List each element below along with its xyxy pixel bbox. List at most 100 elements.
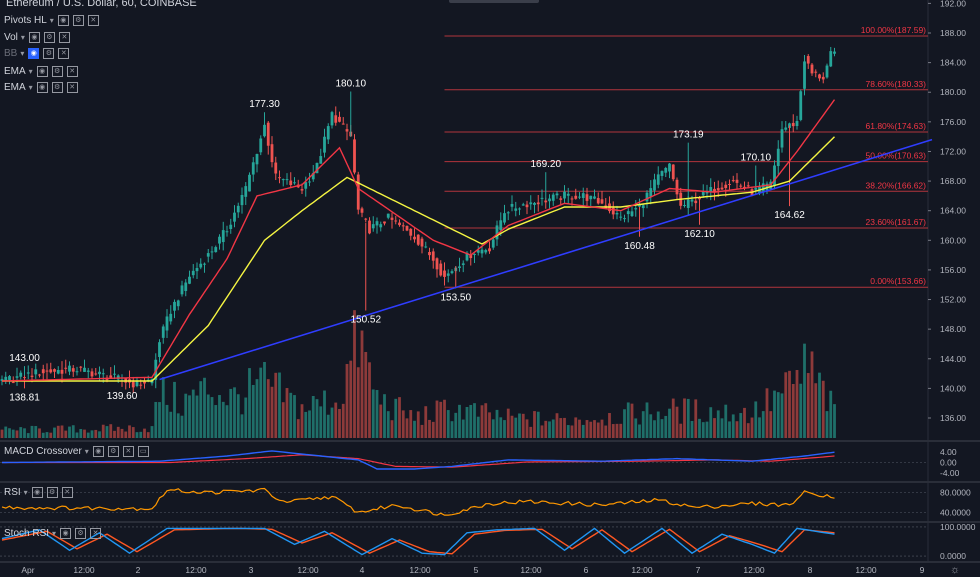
candle-body (461, 263, 465, 265)
minimize-icon[interactable]: ▭ (137, 446, 149, 457)
candle-body (623, 218, 626, 220)
settings-icon[interactable]: ⚙ (51, 66, 63, 77)
volume-bar (293, 395, 296, 438)
chevron-down-icon[interactable]: ▾ (52, 529, 57, 538)
volume-bar (233, 387, 236, 438)
pane-separator (0, 481, 980, 483)
volume-bar (353, 310, 356, 438)
candle-body (503, 213, 506, 223)
candle-body (75, 371, 79, 373)
pivot-label: 170.10 (740, 153, 771, 164)
pane-separator (0, 561, 980, 563)
pivot-label: 139.60 (107, 391, 138, 402)
pivot-label: 169.20 (530, 159, 561, 170)
close-icon[interactable]: ✕ (122, 446, 134, 457)
settings-icon[interactable]: ⚙ (43, 48, 55, 59)
eye-icon[interactable]: ◉ (36, 82, 48, 93)
volume-bar (473, 403, 476, 438)
legend-ema-1[interactable]: EMA ▾ ◉ ⚙ ✕ (4, 66, 78, 77)
volume-bar (210, 397, 214, 438)
candle-body (165, 316, 169, 331)
volume-bar (173, 381, 176, 438)
legend-rsi[interactable]: RSI ▾ ◉ ⚙ ✕ (4, 487, 73, 498)
settings-icon[interactable]: ⚙ (72, 15, 84, 26)
settings-icon[interactable]: ⚙ (107, 446, 119, 457)
volume-bar (371, 389, 375, 438)
volume-bar (240, 414, 244, 438)
volume-bar (698, 418, 701, 438)
price-tick-label: 140.00 (940, 383, 966, 393)
close-icon[interactable]: ✕ (66, 66, 78, 77)
settings-icon[interactable]: ⚙ (46, 487, 58, 498)
volume-bar (105, 426, 109, 438)
gear-icon[interactable]: ☼ (950, 564, 960, 576)
chevron-down-icon[interactable]: ▾ (49, 16, 54, 25)
chevron-down-icon[interactable]: ▾ (20, 33, 25, 42)
volume-bar (641, 411, 645, 438)
price-tick-label: 160.00 (940, 235, 966, 245)
close-icon[interactable]: ✕ (58, 48, 70, 59)
legend-vol[interactable]: Vol ▾ ◉ ⚙ ✕ (4, 32, 70, 43)
volume-bar (544, 420, 548, 438)
volume-bar (743, 407, 746, 438)
eye-icon[interactable]: ◉ (57, 15, 69, 26)
time-tick-label: 4 (360, 565, 365, 575)
eye-icon[interactable]: ◉ (28, 48, 40, 59)
eye-icon[interactable]: ◉ (31, 487, 43, 498)
legend-ema-2[interactable]: EMA ▾ ◉ ⚙ ✕ (4, 82, 78, 93)
chevron-down-icon[interactable]: ▾ (28, 83, 33, 92)
volume-bar (484, 403, 488, 438)
candle-body (53, 369, 56, 372)
volume-bar (285, 388, 289, 438)
pivot-label: 143.00 (9, 353, 40, 364)
volume-bar (506, 408, 510, 438)
close-icon[interactable]: ✕ (61, 487, 73, 498)
volume-bar (491, 419, 495, 438)
close-icon[interactable]: ✕ (66, 82, 78, 93)
close-icon[interactable]: ✕ (87, 15, 99, 26)
chevron-down-icon[interactable]: ▾ (28, 67, 33, 76)
volume-bar (683, 398, 686, 438)
volume-bar (94, 429, 98, 438)
candle-body (791, 122, 795, 127)
settings-icon[interactable]: ⚙ (43, 32, 55, 43)
volume-bar (536, 411, 540, 438)
candle-body (409, 228, 413, 236)
settings-icon[interactable]: ⚙ (75, 528, 87, 539)
candle-body (780, 129, 784, 148)
candle-body (390, 217, 394, 220)
volume-bar (450, 421, 454, 438)
volume-bar (563, 417, 566, 438)
time-tick-label: 12:00 (520, 565, 542, 575)
candle-body (101, 373, 105, 375)
candle-body (218, 236, 221, 244)
pivot-label: 160.48 (624, 241, 655, 252)
eye-icon[interactable]: ◉ (28, 32, 40, 43)
toolbar-handle[interactable] (449, 0, 539, 3)
volume-bar (11, 429, 15, 438)
chevron-down-icon[interactable]: ▾ (20, 49, 25, 58)
legend-bb[interactable]: BB ▾ ◉ ⚙ ✕ (4, 48, 70, 59)
eye-icon[interactable]: ◉ (36, 66, 48, 77)
candle-body (476, 250, 480, 253)
stoch-tick-label: 0.0000 (940, 551, 966, 561)
legend-stoch-rsi[interactable]: Stoch RSI ▾ ◉ ⚙ ✕ (4, 528, 102, 539)
close-icon[interactable]: ✕ (90, 528, 102, 539)
eye-icon[interactable]: ◉ (92, 446, 104, 457)
settings-icon[interactable]: ⚙ (51, 82, 63, 93)
candle-body (664, 167, 668, 173)
chevron-down-icon[interactable]: ▾ (84, 447, 89, 456)
volume-bar (289, 392, 293, 438)
volume-bar (645, 402, 649, 438)
legend-pivots[interactable]: Pivots HL ▾ ◉ ⚙ ✕ (4, 15, 99, 26)
chevron-down-icon[interactable]: ▾ (23, 488, 28, 497)
candle-body (345, 129, 349, 132)
volume-bar (98, 431, 101, 438)
close-icon[interactable]: ✕ (58, 32, 70, 43)
eye-icon[interactable]: ◉ (60, 528, 72, 539)
candle-body (338, 116, 341, 122)
candle-body (364, 218, 368, 220)
legend-macd[interactable]: MACD Crossover ▾ ◉ ⚙ ✕ ▭ (4, 446, 149, 457)
candle-body (375, 221, 379, 226)
